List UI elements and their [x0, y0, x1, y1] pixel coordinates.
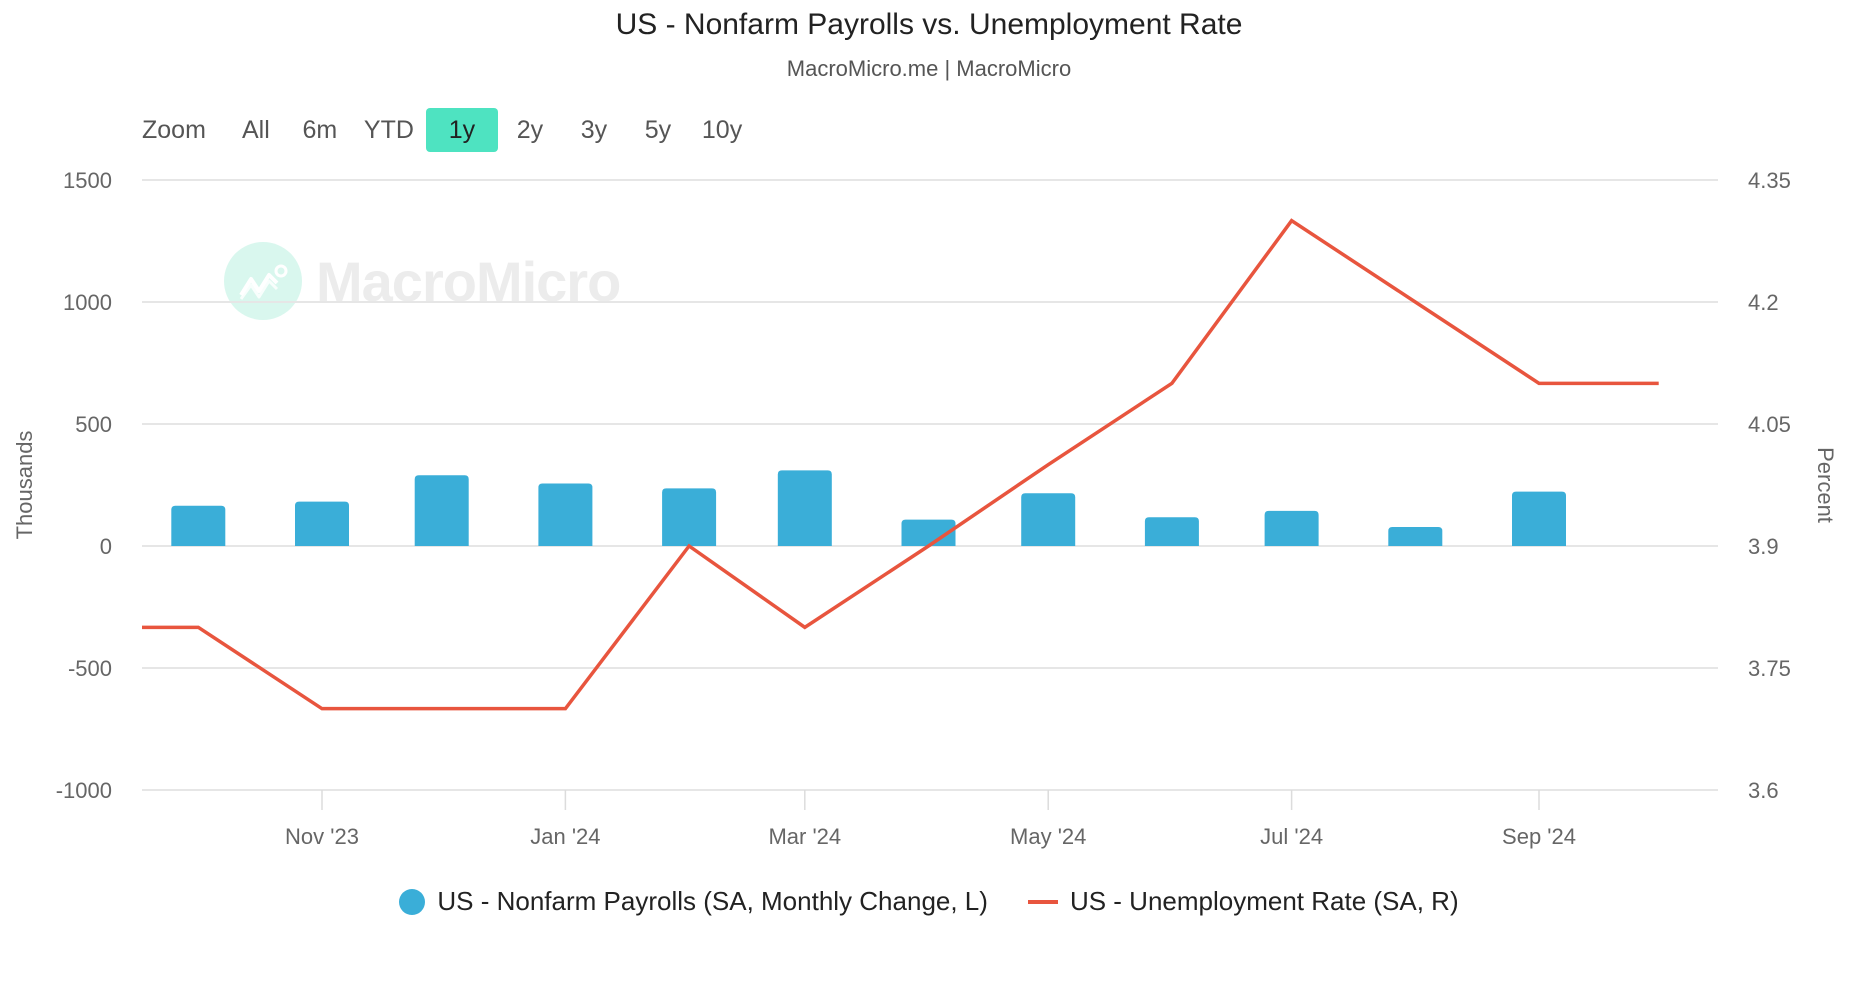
payrolls-bar[interactable] — [777, 470, 832, 546]
payrolls-bar[interactable] — [1144, 517, 1199, 546]
y-left-tick-label: 1500 — [63, 168, 112, 193]
payrolls-bar[interactable] — [1021, 493, 1076, 546]
y-axis-left-title: Thousands — [12, 431, 37, 540]
payrolls-bar[interactable] — [171, 505, 226, 546]
legend: US - Nonfarm Payrolls (SA, Monthly Chang… — [0, 886, 1858, 917]
y-right-tick-label: 3.75 — [1748, 656, 1791, 681]
line-series — [141, 218, 1659, 711]
payrolls-bar[interactable] — [1264, 510, 1319, 546]
y-left-tick-label: -1000 — [56, 778, 112, 803]
y-left-tick-label: 500 — [75, 412, 112, 437]
x-tick-label: Jan '24 — [530, 824, 600, 849]
range-button-2y[interactable]: 2y — [516, 116, 544, 144]
y-axis-left: 1500 1000 500 0 -500 -1000 — [56, 168, 112, 803]
legend-label: US - Nonfarm Payrolls (SA, Monthly Chang… — [437, 886, 988, 916]
range-button-ytd[interactable]: YTD — [363, 116, 414, 144]
range-button-5y[interactable]: 5y — [644, 116, 672, 144]
chart-trend-icon — [224, 242, 302, 320]
gridlines — [142, 179, 1718, 791]
x-tick-label: Jul '24 — [1260, 824, 1323, 849]
y-right-tick-label: 3.6 — [1748, 778, 1779, 803]
x-tick-label: Mar '24 — [768, 824, 841, 849]
y-axis-right-title: Percent — [1813, 447, 1838, 523]
payrolls-bar[interactable] — [414, 475, 469, 546]
y-axis-right: 4.35 4.2 4.05 3.9 3.75 3.6 — [1748, 168, 1791, 803]
payrolls-bar[interactable] — [1512, 491, 1566, 546]
legend-label: US - Unemployment Rate (SA, R) — [1069, 886, 1459, 916]
y-left-tick-label: 1000 — [63, 290, 112, 315]
payrolls-bar[interactable] — [538, 483, 593, 546]
legend-line-icon — [1027, 899, 1058, 904]
range-selector: Zoom All 6m YTD 1y 2y 3y 5y 10y — [142, 108, 754, 152]
x-tick-label: Sep '24 — [1502, 824, 1576, 849]
chart-title: US - Nonfarm Payrolls vs. Unemployment R… — [615, 8, 1243, 41]
y-right-tick-label: 4.35 — [1748, 168, 1791, 193]
y-right-tick-label: 3.9 — [1748, 534, 1779, 559]
range-button-6m[interactable]: 6m — [302, 116, 338, 144]
payrolls-bar[interactable] — [295, 501, 349, 546]
payrolls-bar[interactable] — [901, 519, 956, 546]
legend-item-unemployment[interactable]: US - Unemployment Rate (SA, R) — [1027, 886, 1459, 917]
range-button-3y[interactable]: 3y — [580, 116, 608, 144]
legend-dot-icon — [399, 888, 426, 915]
unemployment-line[interactable] — [142, 218, 1659, 711]
x-tick-label: May '24 — [1010, 824, 1086, 849]
range-button-all[interactable]: All — [242, 116, 270, 144]
chart-subtitle: MacroMicro.me | MacroMicro — [786, 56, 1072, 81]
range-button-10y[interactable]: 10y — [701, 116, 743, 144]
y-left-tick-label: -500 — [68, 656, 112, 681]
payrolls-bar[interactable] — [662, 488, 717, 546]
range-selector-label: Zoom — [142, 115, 206, 144]
range-button-1y[interactable]: 1y — [425, 108, 498, 152]
y-right-tick-label: 4.05 — [1748, 412, 1791, 437]
y-left-tick-label: 0 — [100, 534, 112, 559]
y-right-tick-label: 4.2 — [1748, 290, 1779, 315]
payrolls-bar[interactable] — [1388, 526, 1443, 546]
legend-item-payrolls[interactable]: US - Nonfarm Payrolls (SA, Monthly Chang… — [399, 886, 988, 917]
x-tick-label: Nov '23 — [285, 824, 359, 849]
bar-series — [171, 470, 1566, 546]
x-axis: Nov '23 Jan '24 Mar '24 May '24 Jul '24 Sep '… — [285, 790, 1576, 849]
